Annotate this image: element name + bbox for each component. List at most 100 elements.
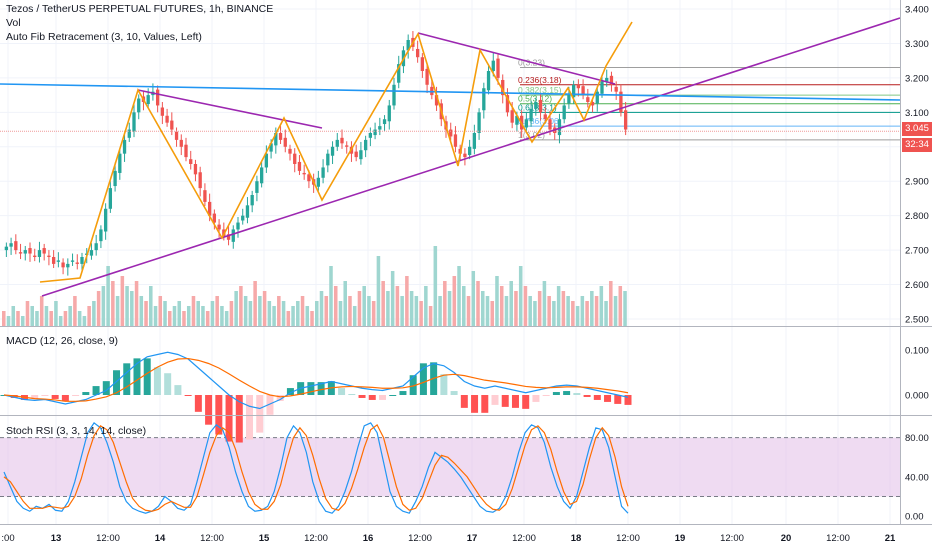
volume-bar (447, 291, 452, 326)
candle-body (33, 255, 37, 257)
volume-bar (58, 316, 63, 326)
candle-body (326, 153, 330, 166)
triangle-upper-line[interactable] (417, 32, 616, 85)
candle-body (510, 110, 514, 123)
volume-bar (533, 301, 537, 326)
volume-bar (258, 296, 262, 326)
volume-bar (35, 311, 39, 326)
stoch-rsi-label[interactable]: Stoch RSI (3, 3, 14, 14, close) (6, 425, 147, 437)
volume-bar (44, 306, 49, 326)
volume-bar (466, 296, 471, 326)
volume-label[interactable]: Vol (6, 17, 21, 29)
macd-histogram-bar (143, 358, 151, 395)
price-tick-label: 3.100 (905, 108, 929, 119)
price-tick-label: 2.900 (905, 177, 929, 188)
fib-level-label: 0.5(3.12) (518, 94, 552, 104)
fib-level-label: 0.786(3.06) (518, 116, 562, 126)
volume-bar (163, 301, 167, 326)
candle-body (70, 260, 75, 262)
macd-histogram-bar (72, 395, 80, 396)
trendline-drawings[interactable] (0, 17, 901, 297)
volume-bar (281, 301, 286, 326)
candle-body (89, 250, 94, 256)
volume-bar (39, 296, 44, 326)
macd-label[interactable]: MACD (12, 26, close, 9) (6, 335, 119, 347)
volume-bar (414, 296, 419, 326)
volume-bar (272, 306, 276, 326)
macd-histogram-bar (358, 395, 366, 398)
volume-bar (201, 306, 205, 326)
candle-body (189, 159, 193, 164)
candle-body (538, 99, 543, 113)
macd-histogram-bar (440, 374, 448, 395)
macd-histogram-bar (573, 393, 581, 395)
price-tick-label: 2.700 (905, 246, 929, 257)
symbol-title[interactable]: Tezos / TetherUS PERPETUAL FUTURES, 1h, … (6, 3, 274, 15)
volume-bar (485, 296, 490, 326)
macd-histogram-bar (246, 395, 254, 440)
time-tick-label: 12:00 (616, 533, 640, 544)
stoch-k-line (3, 422, 629, 514)
volume-bar (518, 266, 523, 326)
time-tick-label: 16 (363, 533, 374, 544)
candle-body (415, 48, 420, 58)
fib-indicator-label[interactable]: Auto Fib Retracement (3, 10, Values, Lef… (6, 31, 202, 43)
macd-histogram-bar (593, 395, 601, 400)
zigzag-line[interactable] (39, 21, 633, 283)
candle-body (491, 60, 495, 71)
volume-bar (101, 286, 106, 326)
candle-body (28, 248, 32, 254)
volume-bar (286, 311, 291, 326)
last-price-badge: 3.045 (902, 122, 932, 136)
falling-line[interactable] (137, 89, 323, 129)
macd-histogram-bar (123, 363, 131, 395)
volume-bar (357, 291, 362, 326)
volume-bar (224, 311, 229, 326)
time-tick-label: 15 (259, 533, 270, 544)
volume-bar (210, 301, 215, 326)
volume-bar (96, 291, 101, 326)
macd-histogram-bar (225, 395, 233, 442)
candle-body (203, 190, 207, 202)
volume-bar (186, 306, 191, 326)
macd-line (3, 351, 629, 410)
candle-body (354, 151, 358, 158)
time-tick-label: 13 (51, 533, 62, 544)
stoch-tick-label: 40.00 (905, 472, 929, 483)
macd-histogram-bar (624, 395, 632, 405)
macd-histogram-bar (389, 395, 397, 396)
macd-histogram-bar (113, 370, 121, 395)
volume-bar (547, 296, 551, 326)
price-tick-label: 3.400 (905, 5, 929, 16)
macd-histogram-bar (153, 367, 161, 395)
volume-bar (253, 281, 257, 326)
price-tick-label: 3.200 (905, 73, 929, 84)
volume-bar (120, 276, 125, 326)
volume-bar (495, 276, 499, 326)
macd-histogram-bar (450, 391, 458, 395)
candle-body (37, 250, 42, 257)
candle-body (94, 243, 98, 251)
triangle-lower-line[interactable] (41, 17, 901, 297)
blue-resistance-line[interactable] (0, 83, 901, 101)
candle-body (302, 172, 306, 175)
volume-histogram (2, 246, 627, 326)
macd-histogram-bar (51, 395, 59, 399)
macd-histogram-bar (460, 395, 468, 408)
candle-body (245, 205, 250, 218)
candle-body (108, 188, 113, 209)
candle-body (623, 110, 628, 130)
volume-bar (177, 301, 182, 326)
time-tick-label: 12:00 (200, 533, 224, 544)
volume-bar (73, 296, 77, 326)
macd-histogram-bar (511, 395, 519, 408)
macd-histogram-bar (419, 363, 427, 395)
volume-bar (196, 301, 200, 326)
macd-histogram-bar (614, 395, 622, 404)
volume-bar (25, 301, 30, 326)
volume-bar (243, 296, 248, 326)
volume-bar (319, 291, 324, 326)
time-tick-label: 12:00 (304, 533, 328, 544)
